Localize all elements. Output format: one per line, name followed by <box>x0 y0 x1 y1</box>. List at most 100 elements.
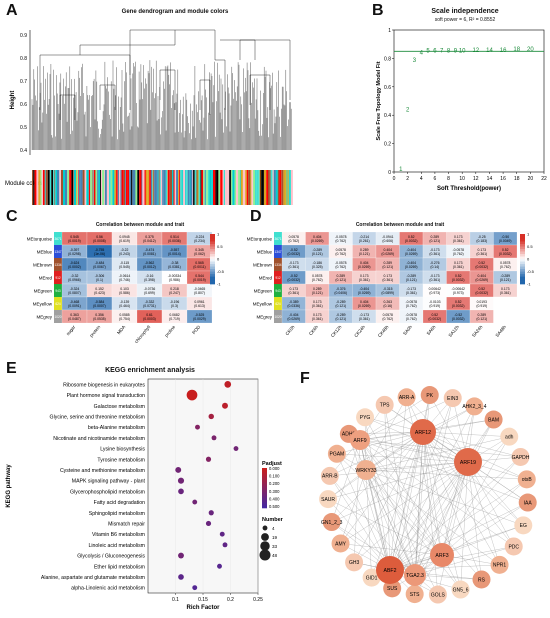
heatmap-cell-label: 0.345 <box>195 248 204 252</box>
pathway-bubble <box>205 456 212 462</box>
y-tick-label: 0.2 <box>384 142 391 148</box>
heatmap-cell-label: (0.14) <box>430 265 439 269</box>
pathway-bubble <box>222 402 228 409</box>
module-color-stripe <box>194 170 197 205</box>
module-color-stripe <box>93 170 96 205</box>
pathway-label: alpha-Linolenic acid metabolism <box>71 586 145 592</box>
network-edge <box>389 419 494 571</box>
module-color-stripe <box>142 170 145 205</box>
heatmap-cell-label: 0.61 <box>146 313 153 317</box>
heatmap-cell-label: 0.00642 <box>429 287 441 291</box>
network-edge <box>359 439 514 547</box>
pathway-label: Ribosome biogenesis in eukaryotes <box>63 382 145 388</box>
row-label: MEbrown <box>253 263 273 268</box>
data-point-label: 4 <box>420 51 424 57</box>
x-axis-label: Rich Factor <box>186 605 220 611</box>
network-edge <box>328 431 424 500</box>
module-color-stripe <box>285 170 287 205</box>
heatmap-cell-label: (0.762) <box>312 278 323 282</box>
network-edge <box>371 431 424 578</box>
y-tick-label: 0.4 <box>384 113 391 119</box>
panel-f-letter: F <box>300 370 310 387</box>
module-color-stripe <box>242 170 246 205</box>
module-color-stripe <box>65 170 68 205</box>
hub-gene-label: ARF9 <box>353 438 366 444</box>
heatmap-cell-label: (0.0032) <box>475 291 488 295</box>
module-color-stripe <box>289 170 291 205</box>
data-point-label: 20 <box>527 47 534 53</box>
gene-node <box>331 534 350 553</box>
network-edge <box>441 406 475 556</box>
heatmap-cell-label: 0.173 <box>478 248 487 252</box>
heatmap-cell-label: (0.121) <box>335 304 346 308</box>
heatmap-cell-label: (0.361) <box>429 252 440 256</box>
padjust-gradient-step <box>262 498 267 501</box>
pathway-label: Vitamin B6 metabolism <box>92 532 145 538</box>
gene-node-label: NPR1 <box>493 563 507 569</box>
heatmap-cell-label: 0.56 <box>96 235 103 239</box>
heatmap-cell-label: -0.525 <box>195 313 205 317</box>
heatmap-cell-label: 0.363 <box>70 313 79 317</box>
module-color-stripe <box>126 170 128 205</box>
network-edge <box>331 431 424 523</box>
legend-gradient-step <box>520 271 525 275</box>
module-color-stripe <box>211 170 213 205</box>
pathway-label: beta-Alanine metabolism <box>88 425 145 431</box>
pathway-bubble <box>195 424 200 430</box>
gene-node-label: SUS <box>387 586 398 592</box>
heatmap-cell-label: (0.121) <box>312 291 323 295</box>
module-size-label: 1020 <box>274 315 281 319</box>
legend-gradient-step <box>520 249 525 252</box>
heatmap-cell-label: (0.699) <box>144 291 155 295</box>
y-axis-label: Scale Free Topology Model Fit <box>376 61 382 140</box>
heatmap-cell-label: (0.247) <box>169 291 180 295</box>
module-color-swatch <box>274 284 282 297</box>
pathway-label: Tyrosine metabolism <box>97 457 145 463</box>
module-color-stripe <box>109 170 111 205</box>
gene-node-label: RS <box>478 577 486 583</box>
pathway-label: Glycolysis / Gluconeogenesis <box>77 554 145 560</box>
module-size-label: 624 <box>55 302 61 306</box>
module-color-stripe <box>196 170 198 205</box>
module-color-stripe <box>172 170 174 205</box>
module-color-stripe <box>209 170 212 205</box>
y-tick-label: 0 <box>388 170 391 176</box>
network-edge <box>389 397 407 571</box>
module-color-stripe <box>57 170 60 205</box>
module-color-stripe <box>166 170 168 205</box>
module-color-stripe <box>270 170 273 205</box>
heatmap-cell-label: -0.186 <box>312 261 322 265</box>
module-color-stripe <box>97 170 99 205</box>
pathway-label: Fatty acid degradation <box>94 500 145 506</box>
heatmap-cell-label: (0.0029) <box>193 317 206 321</box>
module-color-stripe <box>127 170 130 205</box>
number-legend-title: Number <box>262 517 284 523</box>
module-color-stripe <box>76 170 79 205</box>
network-edge <box>422 431 439 595</box>
x-tick-label: 6 <box>434 176 437 182</box>
dendrogram-tree <box>31 29 292 150</box>
heatmap-cell-label: 0.0961 <box>194 300 204 304</box>
heatmap-cell-label: (1e-06) <box>94 252 105 256</box>
module-color-stripe <box>104 170 107 205</box>
gene-node-label: PK <box>426 393 433 399</box>
gene-node <box>517 470 536 489</box>
module-color-stripe <box>163 170 166 205</box>
row-label: MEblue <box>257 250 273 255</box>
heatmap-cell-label: (0.0067) <box>93 265 106 269</box>
heatmap-cell-label: (0.0269) <box>287 317 300 321</box>
gene-node <box>518 493 537 512</box>
legend-gradient-step <box>520 241 525 245</box>
ytick: 0.8 <box>20 56 27 62</box>
module-color-stripe <box>154 170 157 205</box>
heatmap-cell-label: (0.0535) <box>93 317 106 321</box>
column-label: CK12h <box>330 324 343 338</box>
heatmap-cell-label: -0.173 <box>406 287 416 291</box>
hub-gene-node <box>350 430 370 450</box>
row-label: MEturquoise <box>247 237 273 242</box>
panel-d-letter: D <box>250 208 262 225</box>
gene-node <box>504 537 523 556</box>
legend-gradient-step <box>210 244 215 247</box>
y-axis-label: KEGG pathway <box>6 464 12 508</box>
gene-node <box>465 397 484 416</box>
